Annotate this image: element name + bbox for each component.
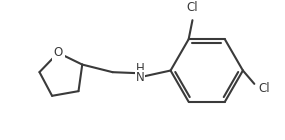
Text: Cl: Cl <box>258 82 270 95</box>
Text: N: N <box>136 71 144 84</box>
Text: H: H <box>136 62 144 75</box>
Text: O: O <box>54 46 63 59</box>
Text: Cl: Cl <box>187 1 198 14</box>
